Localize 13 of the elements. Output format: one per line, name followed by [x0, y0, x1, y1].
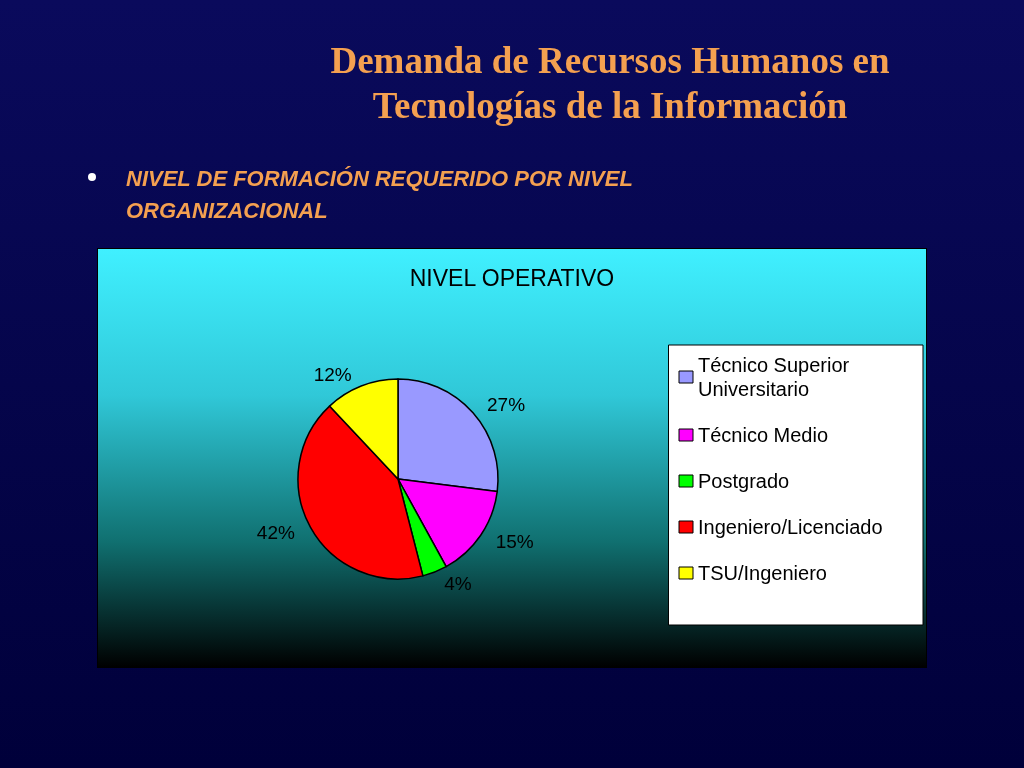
legend-label: Técnico Medio — [698, 424, 829, 446]
legend-label: Postgrado — [698, 470, 790, 492]
data-label: 42% — [256, 522, 295, 544]
legend-label: Ingeniero/Licenciado — [698, 516, 883, 538]
data-label: 15% — [495, 531, 534, 553]
data-label: 27% — [487, 394, 526, 416]
data-label: 12% — [313, 364, 352, 386]
text: NIVEL OPERATIVO — [409, 264, 615, 291]
chart-title: Demanda de Recursos Humanos en Tecnologías de la Información — [329, 39, 891, 128]
legend-label: TSU/Ingeniero — [698, 562, 827, 584]
chart-subtitle: NIVEL DE FORMACIÓN REQUERIDO POR NIVEL ORGANIZACIONAL — [126, 165, 634, 225]
legend-label: Técnico Superior Universitario — [698, 354, 855, 400]
data-label: 4% — [444, 572, 472, 594]
